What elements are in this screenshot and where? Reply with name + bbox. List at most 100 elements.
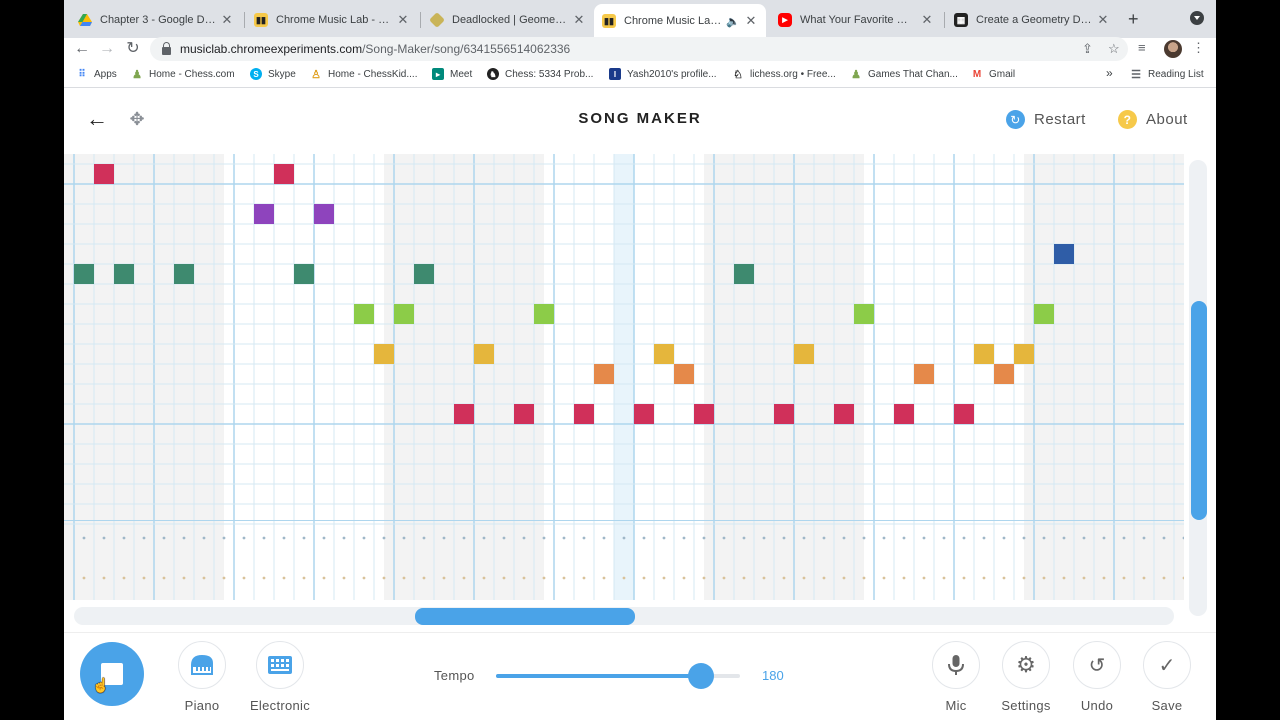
percussion-dot [662,576,666,580]
save-button[interactable]: ✓ Save [1127,641,1207,713]
undo-button[interactable]: ↺ Undo [1057,641,1137,713]
tab-youtube[interactable]: ▶ What Your Favorite Geomet ✕ [770,6,942,34]
note-grid-canvas[interactable] [64,154,1184,600]
horizontal-scroll-thumb[interactable] [415,608,635,625]
reading-list-label: Reading List [1148,68,1204,80]
percussion-dot [662,536,666,540]
new-tab-plus-icon[interactable]: + [1128,9,1139,29]
percussion-dot [362,536,366,540]
percussion-dot [322,576,326,580]
tab-deadlocked[interactable]: Deadlocked | Geometry Da ✕ [422,6,594,34]
address-bar[interactable]: musiclab.chromeexperiments.com/Song-Make… [150,37,1128,61]
percussion-dot [782,536,786,540]
bookmark-chess-com[interactable]: ♟ Home - Chess.com [131,68,235,81]
mic-button[interactable]: Mic [916,641,996,713]
percussion-dot [622,576,626,580]
percussion-dot [842,576,846,580]
vertical-scroll-thumb[interactable] [1191,301,1207,521]
bookmarks-overflow-chevron[interactable]: » [1106,66,1113,80]
restart-button[interactable]: ↻ Restart [1006,110,1086,129]
measure-shade [704,154,864,600]
percussion-dot [502,576,506,580]
reload-icon[interactable]: ↻ [126,40,140,57]
bookmark-chesskid[interactable]: ♙ Home - ChessKid.... [310,68,417,81]
percussion-dot [442,576,446,580]
percussion-dot [542,576,546,580]
bookmark-lichess[interactable]: ♘ lichess.org • Free... [732,68,836,81]
percussion-dot [782,576,786,580]
tab-search-icon[interactable] [1190,11,1204,25]
bookmark-apps[interactable]: ⠿ Apps [76,68,116,80]
bookmark-skype[interactable]: S Skype [250,68,296,80]
tempo-slider[interactable] [496,663,740,689]
profile-avatar[interactable] [1164,40,1182,58]
about-button[interactable]: ? About [1118,110,1188,129]
percussion-divider [64,520,1184,521]
settings-label: Settings [1001,698,1051,713]
bookmark-label: Home - Chess.com [149,68,235,80]
percussion-dot [1122,536,1126,540]
electronic-label: Electronic [249,698,311,713]
note-cell [254,204,274,224]
move-arrows-icon[interactable]: ✥ [129,109,145,129]
back-arrow-icon[interactable]: ← [74,40,90,57]
note-cell [474,344,494,364]
electronic-button[interactable]: Electronic [240,641,320,713]
reading-list[interactable]: ☰ Reading List [1130,68,1204,81]
bookmark-meet[interactable]: ▸ Meet [432,68,472,80]
stop-button[interactable] [80,642,144,706]
close-tab-icon[interactable]: ✕ [573,12,585,27]
tempo-slider-handle[interactable] [687,663,714,689]
tab-google-drive[interactable]: Chapter 3 - Google Drive ✕ [70,6,242,34]
tab-music-lab-active[interactable]: ▮▮ Chrome Music Lab - So 🔈 ✕ [594,4,766,38]
percussion-dot [1002,536,1006,540]
percussion-dot [542,536,546,540]
bookmark-star-icon[interactable]: ☆ [1108,41,1120,56]
close-tab-icon[interactable]: ✕ [1097,12,1109,27]
note-cell [534,304,554,324]
close-tab-icon[interactable]: ✕ [221,12,233,27]
note-cell [994,364,1014,384]
percussion-dot [402,536,406,540]
settings-button[interactable]: ⚙ Settings [986,641,1066,713]
tempo-slider-fill [496,674,701,678]
close-tab-icon[interactable]: ✕ [745,13,757,28]
reading-list-icon: ☰ [1131,68,1141,81]
percussion-dot [242,536,246,540]
tab-title: Deadlocked | Geometry Da [452,14,568,26]
share-icon[interactable]: ⇪ [1082,41,1093,56]
percussion-dot [842,536,846,540]
youtube-icon: ▶ [778,13,792,27]
note-grid[interactable] [64,154,1184,600]
percussion-dot [562,536,566,540]
forward-arrow-icon[interactable]: → [99,40,115,57]
percussion-dot [722,536,726,540]
bookmark-label: Gmail [989,68,1016,80]
undo-icon: ↺ [1073,641,1121,689]
tab-create-geometry[interactable]: ▦ Create a Geometry Dash (C ✕ [946,6,1118,34]
note-cell [574,404,594,424]
piano-button[interactable]: Piano [162,641,242,713]
tab-music-lab-1[interactable]: ▮▮ Chrome Music Lab - Song M ✕ [246,6,418,34]
bookmark-gmail[interactable]: M Gmail [971,68,1015,80]
percussion-dot [302,536,306,540]
close-tab-icon[interactable]: ✕ [921,12,933,27]
tab-title: Chrome Music Lab - Song M [276,14,392,26]
percussion-dot [762,576,766,580]
speaker-icon[interactable]: 🔈 [726,15,740,28]
bookmark-label: lichess.org • Free... [750,68,836,80]
bookmark-yash-profile[interactable]: I Yash2010's profile... [609,68,717,80]
note-cell [594,364,614,384]
percussion-dot [642,536,646,540]
kebab-menu-icon[interactable]: ⋮ [1192,40,1205,55]
media-queue-icon[interactable]: ≡ [1138,40,1146,55]
note-cell [654,344,674,364]
close-tab-icon[interactable]: ✕ [397,12,409,27]
bookmark-games[interactable]: ♟ Games That Chan... [850,68,958,81]
back-arrow-icon[interactable]: ← [86,106,108,131]
bookmark-chess-problems[interactable]: ♞ Chess: 5334 Prob... [487,68,593,80]
percussion-dot [362,576,366,580]
note-cell [1034,304,1054,324]
measure-shade [1024,154,1184,600]
percussion-dot [1022,536,1026,540]
